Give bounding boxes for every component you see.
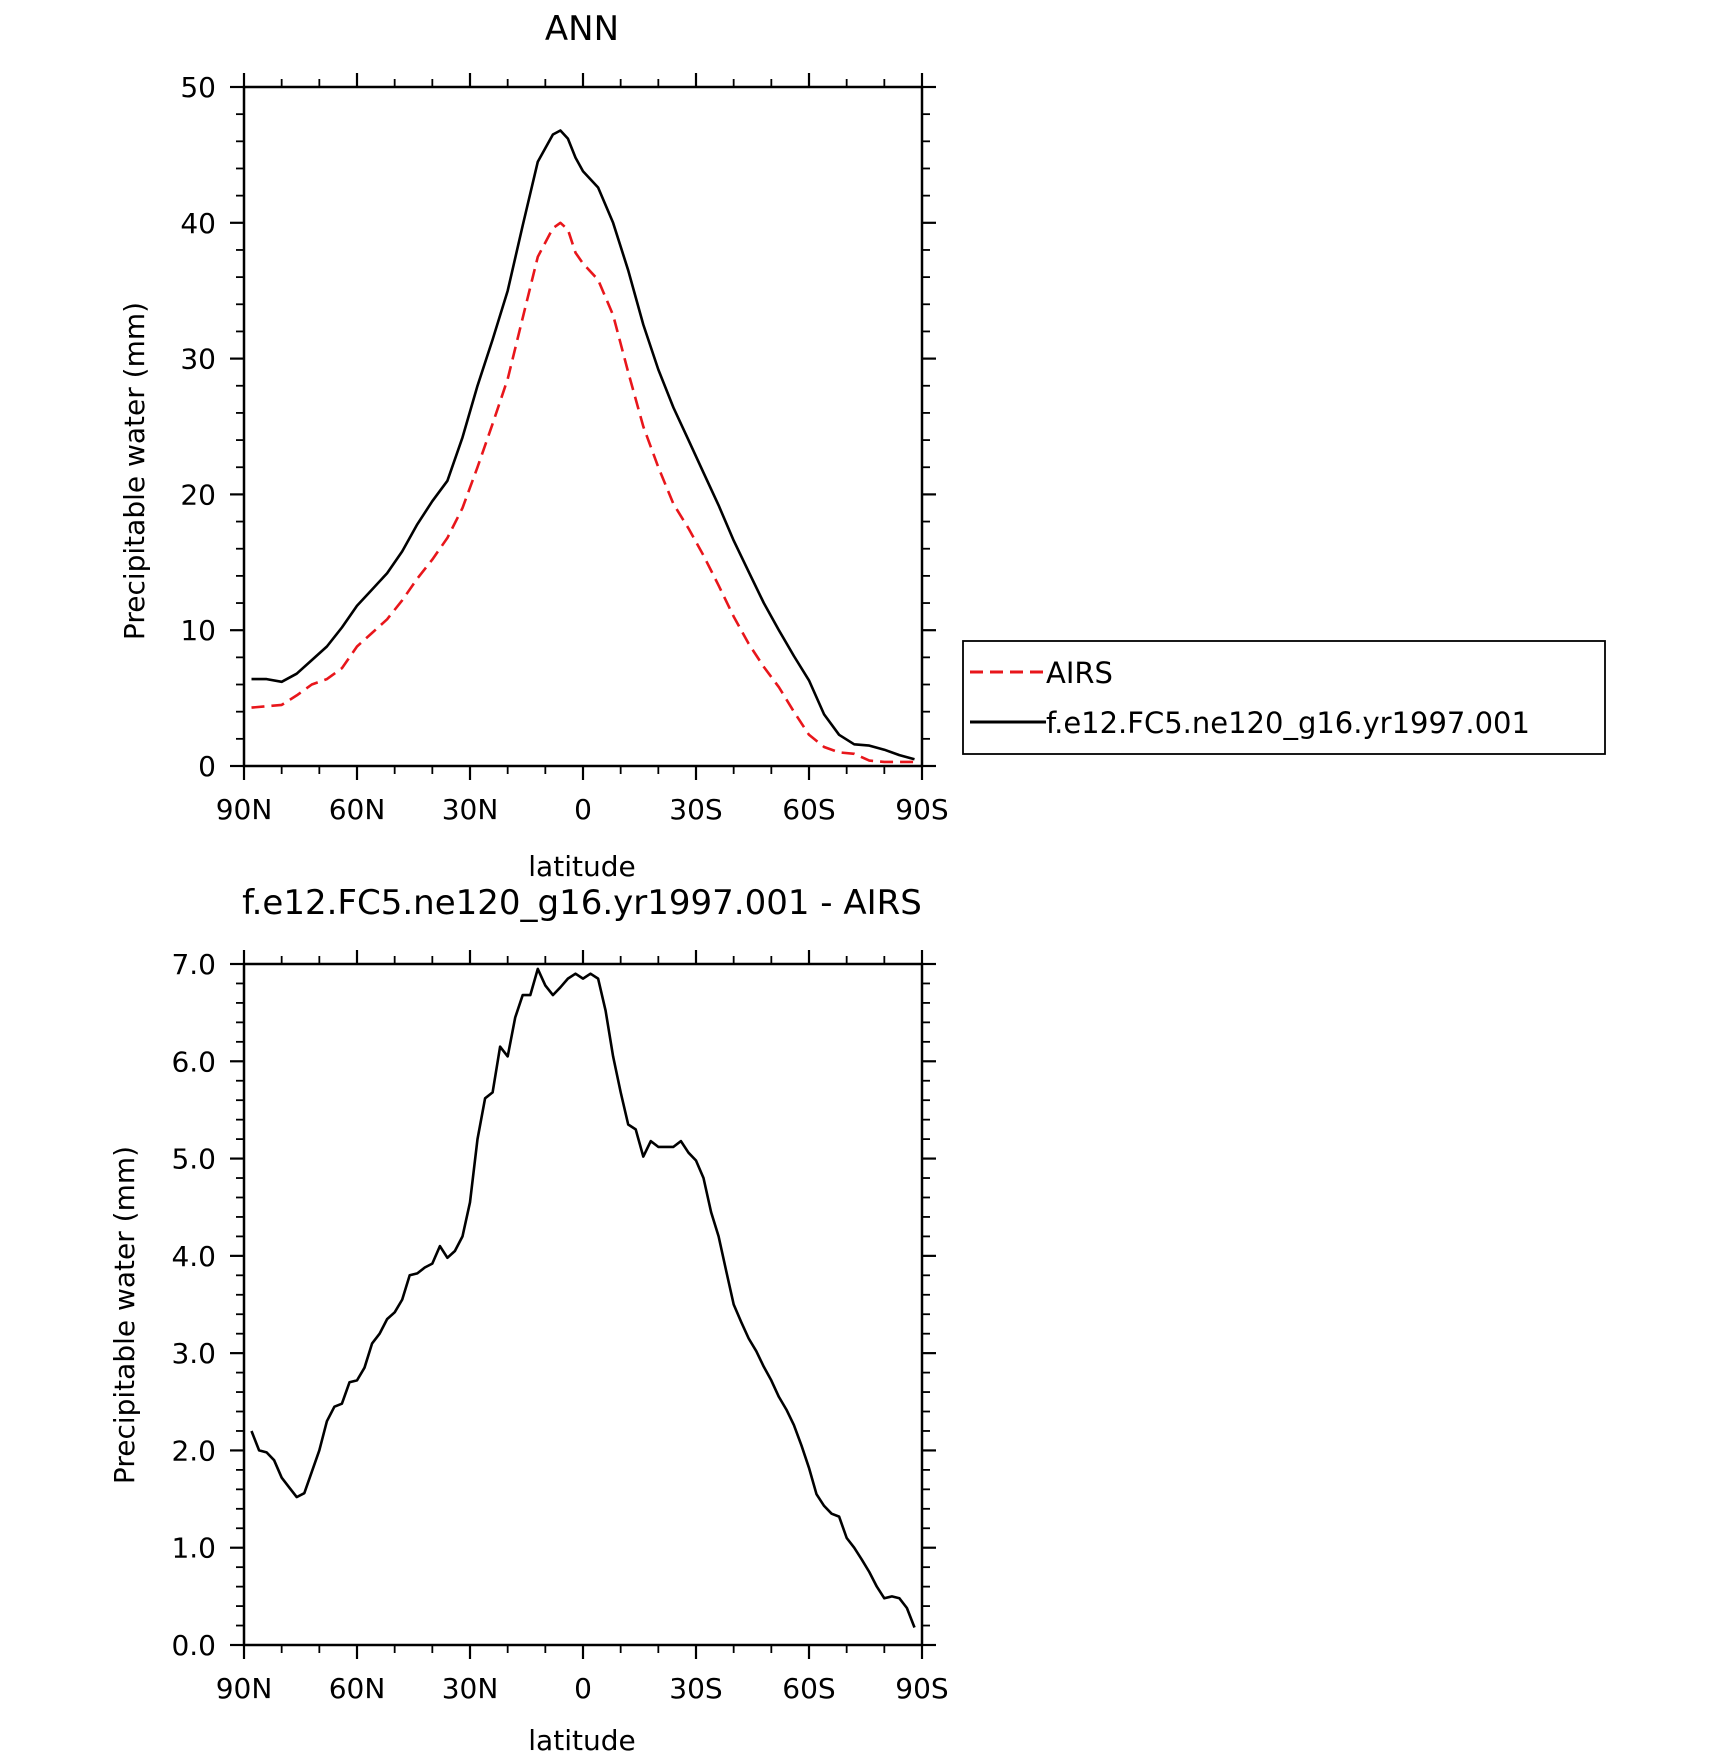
y-tick-label: 3.0 <box>171 1337 216 1370</box>
x-tick-label: 60N <box>329 793 386 826</box>
x-tick-label: 0 <box>574 793 592 826</box>
y-tick-label: 40 <box>180 207 216 240</box>
bottom-panel-y-axis-label: Precipitable water (mm) <box>108 1146 141 1484</box>
x-tick-label: 90S <box>895 1672 948 1705</box>
x-tick-label: 60N <box>329 1672 386 1705</box>
bottom-panel-lines <box>250 967 916 1628</box>
top-panel-lines <box>251 129 915 764</box>
x-tick-label: 60S <box>782 1672 835 1705</box>
bottom-panel-y-tick-labels: 0.0 1.0 2.0 3.0 4.0 5.0 6.0 7.0 <box>171 948 216 1662</box>
top-panel-ticks <box>230 73 936 780</box>
bottom-panel-ticks <box>230 950 936 1659</box>
y-tick-label: 0.0 <box>171 1629 216 1662</box>
legend-label-model: f.e12.FC5.ne120_g16.yr1997.001 <box>1046 706 1530 740</box>
x-tick-label: 0 <box>574 1672 592 1705</box>
y-tick-label: 50 <box>180 71 216 104</box>
bottom-panel: f.e12.FC5.ne120_g16.yr1997.001 - AIRS 90… <box>108 883 949 1757</box>
top-panel-y-tick-labels: 0 10 20 30 40 50 <box>180 71 216 783</box>
y-tick-label: 1.0 <box>171 1532 216 1565</box>
x-tick-label: 30S <box>669 793 722 826</box>
series-line-0-0 <box>251 221 915 764</box>
legend: AIRS f.e12.FC5.ne120_g16.yr1997.001 <box>962 640 1606 755</box>
y-tick-label: 0 <box>198 750 216 783</box>
bottom-panel-x-tick-labels: 90N 60N 30N 0 30S 60S 90S <box>216 1672 949 1705</box>
top-panel-x-tick-labels: 90N 60N 30N 0 30S 60S 90S <box>216 793 949 826</box>
top-panel-x-axis-label: latitude <box>528 850 635 883</box>
series-line-0-1 <box>251 129 915 761</box>
legend-box <box>962 640 1606 755</box>
top-panel-y-axis-label: Precipitable water (mm) <box>118 302 151 640</box>
y-tick-label: 30 <box>180 343 216 376</box>
x-tick-label: 90N <box>216 1672 273 1705</box>
x-tick-label: 90S <box>895 793 948 826</box>
bottom-panel-title: f.e12.FC5.ne120_g16.yr1997.001 - AIRS <box>242 883 922 923</box>
y-tick-label: 6.0 <box>171 1045 216 1078</box>
x-tick-label: 30S <box>669 1672 722 1705</box>
x-tick-label: 30N <box>442 793 499 826</box>
y-tick-label: 2.0 <box>171 1434 216 1467</box>
legend-label-airs: AIRS <box>1046 656 1113 690</box>
top-panel-title: ANN <box>545 9 619 49</box>
top-panel: ANN 90N 60N 30N 0 30S 60S 90S 0 10 20 30 40 50 lati… <box>118 9 949 883</box>
y-tick-label: 4.0 <box>171 1240 216 1273</box>
x-tick-label: 60S <box>782 793 835 826</box>
y-tick-label: 20 <box>180 478 216 511</box>
x-tick-label: 90N <box>216 793 273 826</box>
y-tick-label: 10 <box>180 614 216 647</box>
bottom-panel-x-axis-label: latitude <box>528 1724 635 1756</box>
y-tick-label: 5.0 <box>171 1143 216 1176</box>
x-tick-label: 30N <box>442 1672 499 1705</box>
series-line-1-0 <box>250 967 916 1628</box>
y-tick-label: 7.0 <box>171 948 216 981</box>
